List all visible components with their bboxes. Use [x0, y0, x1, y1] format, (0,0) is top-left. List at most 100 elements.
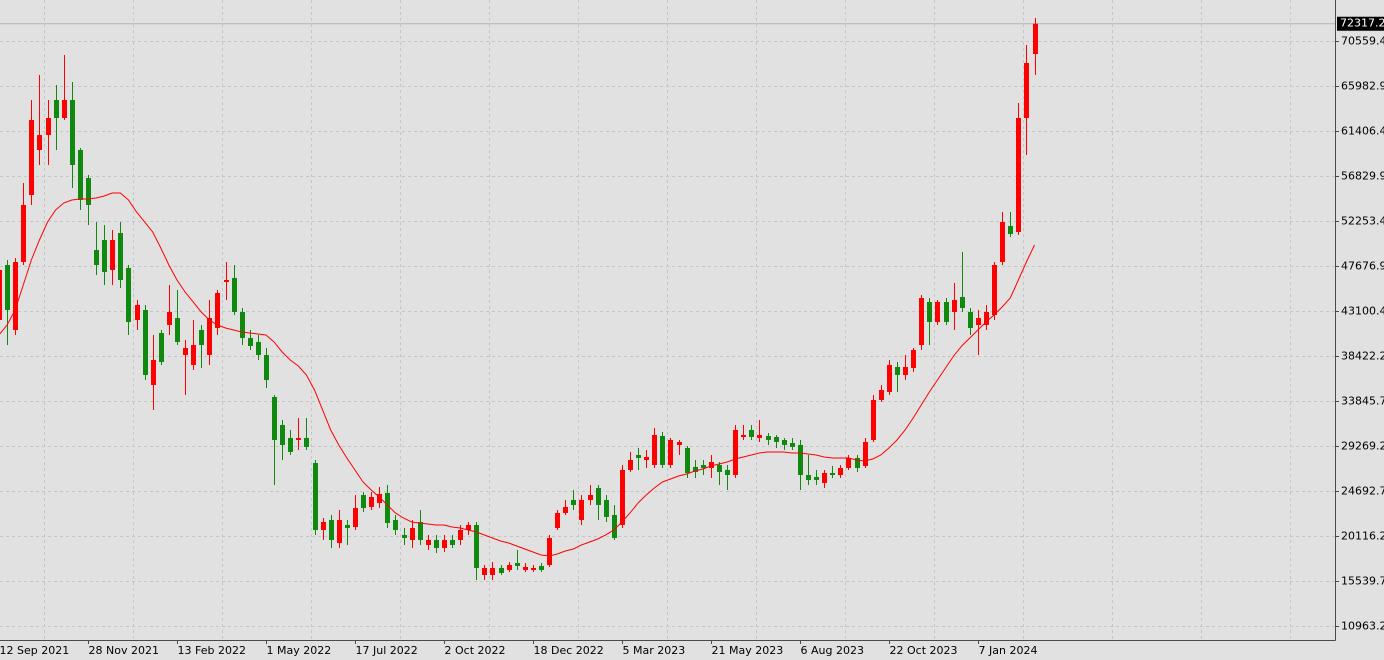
- candle-body: [903, 366, 908, 375]
- candle-body: [863, 441, 868, 466]
- candle-body: [620, 469, 625, 525]
- x-tick-label: 17 Jul 2022: [356, 644, 418, 657]
- candle-body: [361, 494, 366, 508]
- candle-body: [256, 341, 261, 355]
- candle-body: [345, 524, 350, 528]
- vertical-grid: [44, 0, 1291, 640]
- x-tick-label: 21 May 2023: [712, 644, 784, 657]
- candle-body: [782, 439, 787, 445]
- moving-average-line: [0, 192, 1035, 557]
- candle-body: [919, 297, 924, 345]
- candle-body: [337, 519, 342, 543]
- candle-body: [159, 332, 164, 362]
- candle-body: [240, 311, 245, 338]
- candle-body: [54, 99, 59, 118]
- y-tick-label: 24692.70: [1341, 485, 1384, 498]
- candle-body: [224, 279, 229, 282]
- candle-body: [288, 437, 293, 452]
- x-tick-label: 22 Oct 2023: [890, 644, 958, 657]
- candle-body: [612, 514, 617, 538]
- candle-body: [199, 329, 204, 345]
- candle-body: [207, 317, 212, 355]
- candle-body: [652, 434, 657, 465]
- candle-body: [143, 309, 148, 375]
- candle-body: [232, 277, 237, 312]
- candle-body: [1000, 221, 1005, 262]
- candle-body: [490, 567, 495, 575]
- candle-body: [668, 439, 673, 465]
- y-tick-label: 43100.40: [1341, 305, 1384, 318]
- candle-body: [1008, 225, 1013, 234]
- candle-body: [385, 492, 390, 523]
- last-price-label: 72317.20: [1340, 17, 1384, 30]
- y-tick-label: 20116.20: [1341, 530, 1384, 543]
- candle-body: [0, 269, 2, 320]
- candle-body: [677, 441, 682, 445]
- candle-body: [175, 317, 180, 342]
- y-tick-label: 38422.20: [1341, 350, 1384, 363]
- candle-body: [434, 539, 439, 548]
- candle-body: [911, 349, 916, 368]
- candle-body: [984, 311, 989, 325]
- candle-body: [62, 99, 67, 118]
- candle-body: [717, 464, 722, 472]
- candle-body: [935, 301, 940, 322]
- candle-body: [960, 296, 965, 308]
- candle-body: [571, 499, 576, 505]
- candle-body: [871, 399, 876, 440]
- x-tick-label: 28 Nov 2021: [89, 644, 159, 657]
- plot-area: [0, 18, 1335, 580]
- candle-body: [709, 461, 714, 468]
- candle-body: [588, 494, 593, 500]
- candle-body: [482, 567, 487, 575]
- candle-body: [952, 299, 957, 312]
- candle-body: [604, 499, 609, 517]
- candle-body: [927, 301, 932, 322]
- candle-body: [70, 99, 75, 165]
- y-tick-label: 70559.40: [1341, 35, 1384, 48]
- candle-body: [86, 177, 91, 205]
- y-tick-label: 33845.70: [1341, 395, 1384, 408]
- candle-body: [660, 435, 665, 465]
- candle-body: [167, 311, 172, 325]
- y-tick-label: 56829.90: [1341, 170, 1384, 183]
- candle-body: [450, 539, 455, 545]
- candle-body: [215, 292, 220, 328]
- candle-body: [895, 366, 900, 375]
- candle-body: [547, 537, 552, 565]
- candle-body: [183, 347, 188, 355]
- candle-body: [329, 519, 334, 540]
- y-tick-label: 29269.20: [1341, 440, 1384, 453]
- axes: 70559.40 65982.90 61406.40 56829.90 52253.40…: [0, 16, 1384, 657]
- candle-body: [579, 499, 584, 520]
- candle-body: [280, 424, 285, 445]
- candle-body: [766, 435, 771, 440]
- candle-body: [474, 524, 479, 568]
- candle-body: [442, 539, 447, 548]
- horizontal-grid: [0, 41, 1335, 627]
- candle-body: [46, 117, 51, 135]
- candle-body: [515, 562, 520, 566]
- candle-body: [725, 469, 730, 475]
- candle-body: [393, 519, 398, 530]
- candle-body: [701, 464, 706, 468]
- candle-body: [102, 239, 107, 272]
- candle-body: [377, 493, 382, 503]
- candle-body: [94, 249, 99, 265]
- y-tick-label: 47676.90: [1341, 260, 1384, 273]
- candle-body: [644, 456, 649, 460]
- candle-body: [37, 134, 42, 150]
- y-tick-label: 65982.90: [1341, 80, 1384, 93]
- candle-body: [369, 496, 374, 507]
- candle-body: [879, 389, 884, 400]
- candle-body: [757, 434, 762, 438]
- candle-body: [458, 529, 463, 540]
- candle-body: [466, 524, 471, 530]
- candle-body: [693, 466, 698, 472]
- last-price-tag: [1337, 16, 1384, 31]
- candle-body: [822, 472, 827, 483]
- y-tick-label: 15539.70: [1341, 575, 1384, 588]
- candle-body: [353, 507, 358, 527]
